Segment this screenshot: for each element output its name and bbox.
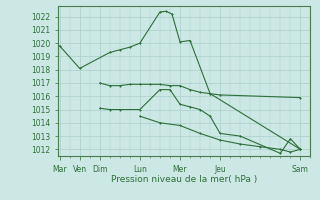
X-axis label: Pression niveau de la mer( hPa ): Pression niveau de la mer( hPa ) <box>111 175 257 184</box>
